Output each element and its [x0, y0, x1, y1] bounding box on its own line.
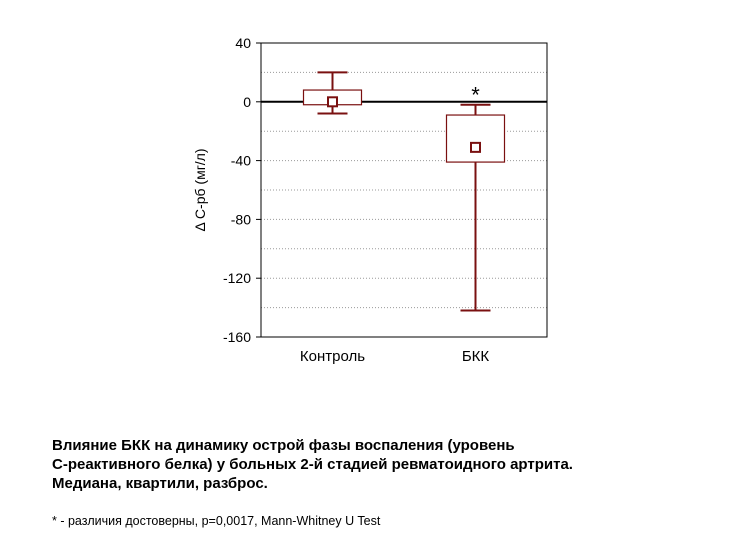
y-tick-label: 0 [243, 94, 251, 110]
plot-frame [260, 42, 548, 338]
x-tick-label: Контроль [300, 348, 365, 365]
quartile-box [445, 114, 506, 163]
figure-caption: Влияние БКК на динамику острой фазы восп… [52, 436, 722, 493]
y-tick-label: 40 [235, 35, 251, 51]
significance-asterisk: * [471, 83, 480, 108]
x-tick-label: БКК [462, 348, 490, 365]
y-tick-label: -160 [223, 329, 251, 345]
median-marker [470, 141, 481, 153]
footnote: * - различия достоверны, p=0,0017, Mann-… [52, 514, 381, 528]
caption-line-2: С-реактивного белка) у больных 2-й стади… [52, 456, 573, 473]
y-axis-label: Δ С-рб (мг/л) [192, 148, 208, 231]
caption-line-3: Медиана, квартили, разброс. [52, 475, 268, 492]
caption-line-1: Влияние БКК на динамику острой фазы восп… [52, 437, 515, 454]
median-marker [327, 96, 338, 108]
y-tick-label: -80 [231, 211, 251, 227]
y-tick-label: -120 [223, 270, 251, 286]
y-tick-label: -40 [231, 153, 251, 169]
